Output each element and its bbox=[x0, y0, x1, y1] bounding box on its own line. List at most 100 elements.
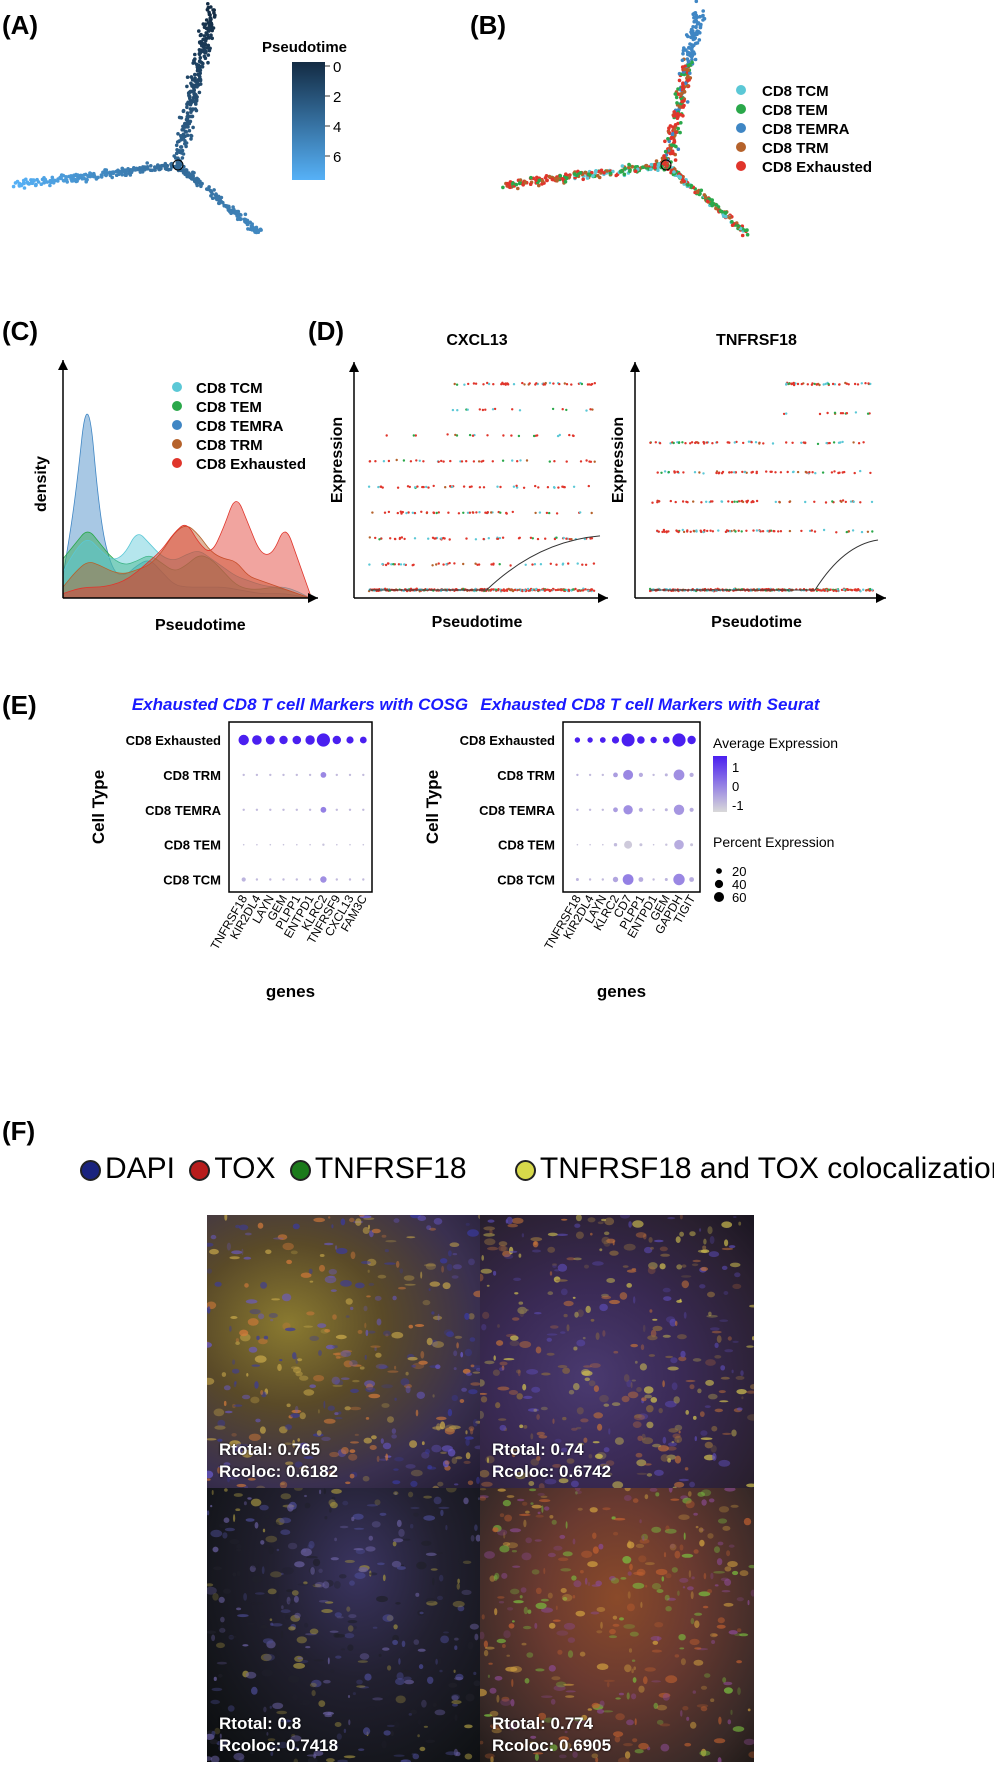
cell-blob bbox=[612, 1623, 620, 1627]
cell-blob bbox=[644, 1463, 652, 1466]
cell-blob bbox=[667, 1217, 676, 1220]
expression-point bbox=[681, 500, 685, 503]
cell-blob bbox=[721, 1590, 731, 1593]
expression-point bbox=[498, 563, 501, 566]
cell-blob bbox=[637, 1435, 643, 1441]
cell-blob bbox=[247, 1497, 252, 1500]
cell-blob bbox=[592, 1441, 600, 1444]
cell-blob bbox=[474, 1524, 478, 1531]
cell-blob bbox=[681, 1264, 687, 1268]
cell-blob bbox=[531, 1249, 542, 1253]
cell-blob bbox=[703, 1238, 707, 1245]
cell-point bbox=[694, 0, 699, 4]
cell-point bbox=[74, 172, 78, 177]
cell-blob bbox=[462, 1560, 472, 1564]
expression-point bbox=[409, 460, 413, 463]
cell-blob bbox=[408, 1713, 412, 1716]
dotplot-dot bbox=[269, 878, 272, 881]
cell-blob bbox=[470, 1382, 480, 1386]
cell-blob bbox=[651, 1680, 661, 1683]
expression-point bbox=[456, 409, 459, 412]
cell-blob bbox=[484, 1753, 495, 1759]
cell-blob bbox=[723, 1687, 733, 1694]
cell-blob bbox=[712, 1453, 717, 1461]
cell-point bbox=[209, 22, 214, 27]
cell-blob bbox=[460, 1351, 464, 1358]
expression-point bbox=[667, 530, 670, 533]
cell-point bbox=[688, 63, 692, 67]
cell-blob bbox=[219, 1627, 226, 1633]
cell-blob bbox=[419, 1611, 424, 1615]
cell-blob bbox=[566, 1257, 576, 1261]
cell-blob bbox=[622, 1265, 629, 1268]
cell-point bbox=[180, 156, 185, 160]
expression-point bbox=[393, 537, 397, 541]
cell-blob bbox=[442, 1460, 449, 1468]
cell-blob bbox=[444, 1427, 455, 1435]
expression-point bbox=[832, 441, 836, 444]
cell-blob bbox=[475, 1534, 480, 1542]
cell-blob bbox=[523, 1606, 528, 1615]
cell-blob bbox=[323, 1679, 331, 1684]
cell-point bbox=[153, 168, 157, 172]
cell-blob bbox=[649, 1309, 653, 1313]
cell-point bbox=[204, 37, 208, 41]
cell-blob bbox=[369, 1445, 377, 1450]
expression-point bbox=[870, 500, 874, 504]
cell-blob bbox=[538, 1712, 547, 1721]
cell-blob bbox=[329, 1508, 332, 1513]
cell-blob bbox=[349, 1360, 358, 1367]
cell-blob bbox=[592, 1261, 604, 1266]
expression-point bbox=[565, 408, 568, 412]
expression-point bbox=[588, 383, 591, 386]
expression-point bbox=[839, 412, 843, 415]
expression-point bbox=[779, 530, 783, 533]
dotplot-dot bbox=[588, 878, 592, 881]
cell-blob bbox=[454, 1645, 458, 1650]
pseudotime-legend-title: Pseudotime bbox=[262, 39, 347, 56]
cell-blob bbox=[226, 1242, 231, 1251]
cell-point bbox=[103, 172, 107, 177]
cell-point bbox=[197, 52, 202, 56]
cell-point bbox=[108, 171, 113, 176]
cell-blob bbox=[710, 1572, 714, 1580]
cell-blob bbox=[474, 1633, 479, 1641]
cell-blob bbox=[366, 1295, 371, 1298]
expression-point bbox=[387, 562, 390, 565]
cell-blob bbox=[614, 1437, 624, 1445]
cell-point bbox=[676, 147, 681, 151]
cell-blob bbox=[572, 1751, 578, 1758]
expression-point bbox=[702, 442, 706, 445]
cell-blob bbox=[436, 1416, 447, 1421]
cell-blob bbox=[233, 1752, 245, 1761]
cell-blob bbox=[736, 1660, 742, 1664]
cell-blob bbox=[623, 1243, 636, 1251]
dotplot-dot bbox=[238, 734, 249, 746]
cell-blob bbox=[286, 1596, 291, 1605]
cell-blob bbox=[679, 1647, 685, 1650]
cell-blob bbox=[247, 1622, 256, 1625]
cell-blob bbox=[207, 1733, 215, 1740]
cell-blob bbox=[335, 1356, 341, 1359]
cell-blob bbox=[228, 1476, 239, 1480]
cell-point bbox=[673, 123, 678, 127]
cell-blob bbox=[510, 1699, 515, 1707]
cell-blob bbox=[394, 1721, 400, 1729]
cell-blob bbox=[401, 1640, 406, 1647]
cell-blob bbox=[382, 1614, 394, 1622]
cell-blob bbox=[682, 1706, 689, 1711]
cell-blob bbox=[332, 1314, 337, 1320]
rtotal-value-2: Rtotal: 0.74 bbox=[492, 1440, 584, 1459]
cell-blob bbox=[392, 1541, 397, 1547]
avg-expression-tick: 1 bbox=[732, 760, 739, 775]
cell-point bbox=[690, 31, 694, 36]
cell-blob bbox=[560, 1331, 566, 1334]
cell-blob bbox=[439, 1669, 443, 1673]
cell-point bbox=[668, 146, 673, 151]
expression-point bbox=[534, 383, 537, 386]
cell-blob bbox=[685, 1500, 695, 1509]
expression-point bbox=[859, 469, 862, 473]
dotplot-dot bbox=[335, 808, 338, 811]
cell-blob bbox=[684, 1467, 689, 1471]
cell-blob bbox=[329, 1630, 339, 1633]
